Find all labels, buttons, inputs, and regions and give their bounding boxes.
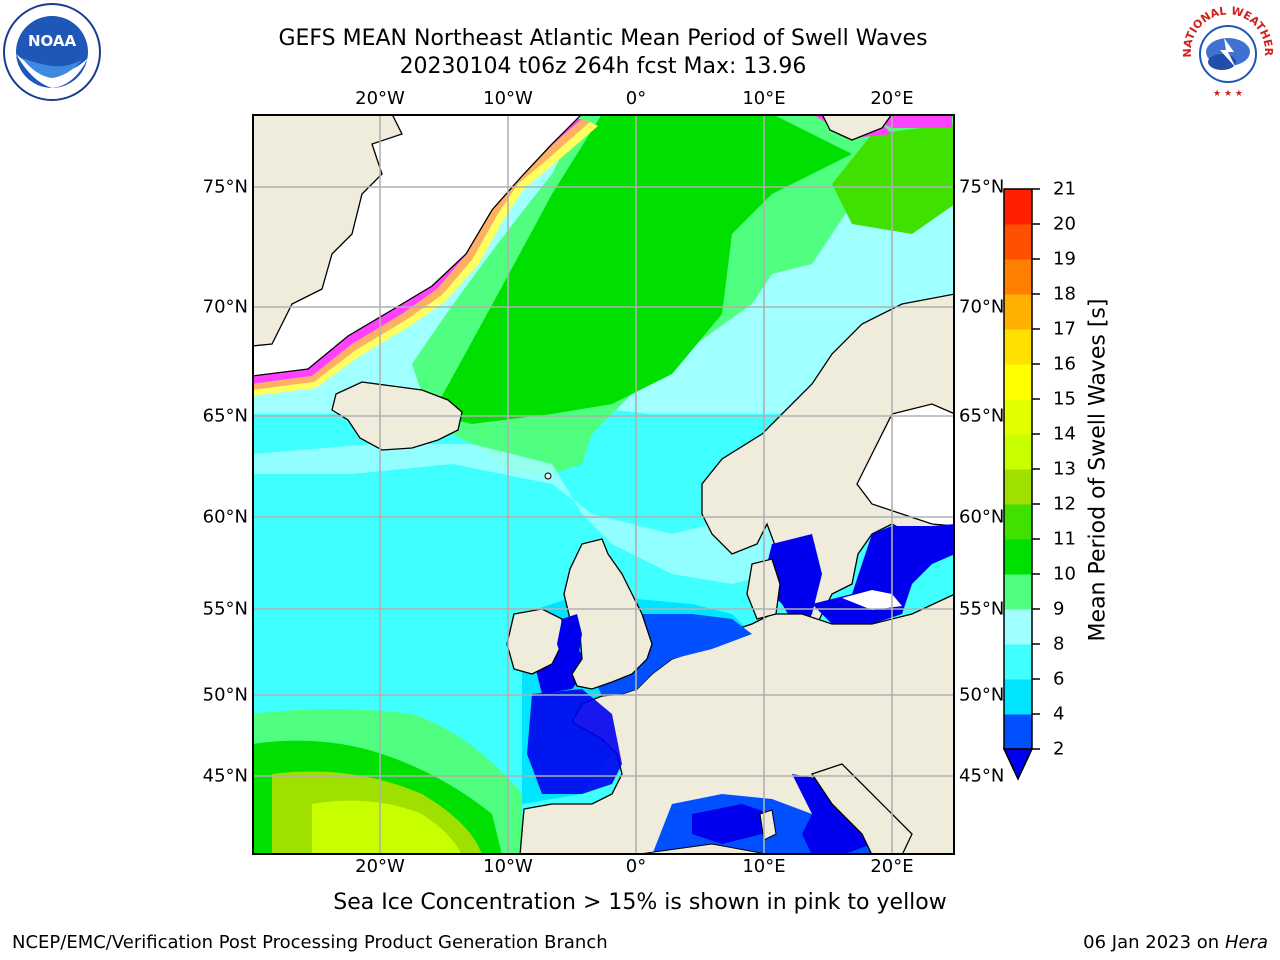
lat-label-right-55n: 55°N bbox=[959, 598, 1005, 620]
colorbar-tick-label: 11 bbox=[1053, 528, 1076, 550]
svg-text:NOAA: NOAA bbox=[28, 32, 77, 50]
ireland bbox=[506, 608, 563, 675]
lat-label-left-75n: 75°N bbox=[202, 176, 248, 198]
footer-date-text: 06 Jan 2023 on bbox=[1083, 932, 1225, 953]
irish-sea bbox=[557, 614, 582, 666]
gulf-of-bothnia bbox=[856, 403, 955, 527]
map-panel bbox=[252, 114, 955, 855]
footer-date: 06 Jan 2023 on Hera bbox=[1083, 932, 1268, 953]
map-frame bbox=[252, 114, 955, 855]
nws-logo: NATIONAL WEATHER SERVICE ★ ★ ★ bbox=[1176, 2, 1275, 99]
colorbar-tick-label: 2 bbox=[1053, 738, 1065, 760]
lat-label-left-60n: 60°N bbox=[202, 506, 248, 528]
sea-ice-note: Sea Ice Concentration > 15% is shown in … bbox=[333, 890, 947, 915]
colorbar-segment bbox=[1004, 469, 1032, 505]
lat-label-right-50n: 50°N bbox=[959, 684, 1005, 706]
colorbar-segment bbox=[1004, 609, 1032, 645]
colorbar-tick-label: 10 bbox=[1053, 563, 1076, 585]
faroe-islands bbox=[544, 472, 552, 480]
lat-label-left-70n: 70°N bbox=[202, 296, 248, 318]
footer-credit: NCEP/EMC/Verification Post Processing Pr… bbox=[12, 932, 608, 953]
footer-host: Hera bbox=[1224, 932, 1268, 953]
colorbar-tick-label: 18 bbox=[1053, 283, 1076, 305]
colorbar-tick-label: 9 bbox=[1053, 598, 1065, 620]
colorbar-tick-label: 14 bbox=[1053, 423, 1076, 445]
bay-of-biscay bbox=[527, 689, 622, 794]
baltic-ice bbox=[842, 590, 902, 610]
colorbar-segment bbox=[1004, 224, 1032, 260]
colorbar-tick-label: 6 bbox=[1053, 668, 1065, 690]
lon-label-bottom-20e: 20°E bbox=[870, 856, 914, 877]
lat-label-left-65n: 65°N bbox=[202, 405, 248, 427]
colorbar-extend-arrow bbox=[1002, 748, 1034, 781]
colorbar-segment bbox=[1004, 329, 1032, 365]
colorbar-label: Mean Period of Swell Waves [s] bbox=[1085, 298, 1111, 642]
lon-label-top-0: 0° bbox=[625, 88, 647, 109]
greenland-coast bbox=[252, 114, 403, 347]
colorbar-segment bbox=[1004, 539, 1032, 575]
colorbar-segment bbox=[1004, 259, 1032, 295]
colorbar-segment bbox=[1004, 574, 1032, 610]
lon-label-bottom-20w: 20°W bbox=[355, 856, 405, 877]
lat-label-right-65n: 65°N bbox=[959, 405, 1005, 427]
colorbar-tick-label: 17 bbox=[1053, 318, 1076, 340]
colorbar-tick-label: 21 bbox=[1053, 178, 1076, 200]
map-subtitle: 20230104 t06z 264h fcst Max: 13.96 bbox=[399, 54, 807, 79]
colorbar-tick-label: 8 bbox=[1053, 633, 1065, 655]
colorbar bbox=[1002, 188, 1040, 781]
lat-label-right-75n: 75°N bbox=[959, 176, 1005, 198]
lat-label-right-60n: 60°N bbox=[959, 506, 1005, 528]
lon-label-top-10e: 10°E bbox=[742, 88, 786, 109]
svg-text:★ ★ ★: ★ ★ ★ bbox=[1213, 89, 1243, 99]
italy bbox=[810, 763, 913, 855]
lat-label-right-45n: 45°N bbox=[959, 765, 1005, 787]
svalbard bbox=[821, 114, 893, 141]
lat-label-left-55n: 55°N bbox=[202, 598, 248, 620]
lat-label-left-45n: 45°N bbox=[202, 765, 248, 787]
colorbar-tick-label: 15 bbox=[1053, 388, 1076, 410]
colorbar-tick-label: 20 bbox=[1053, 213, 1076, 235]
lon-label-top-20w: 20°W bbox=[355, 88, 405, 109]
colorbar-segment bbox=[1004, 294, 1032, 330]
colorbar-tick-label: 16 bbox=[1053, 353, 1076, 375]
graticule bbox=[252, 114, 955, 855]
north-africa bbox=[631, 843, 773, 855]
colorbar-segment bbox=[1004, 679, 1032, 715]
colorbar-tick-label: 19 bbox=[1053, 248, 1076, 270]
lat-label-left-50n: 50°N bbox=[202, 684, 248, 706]
lon-label-bottom-0: 0° bbox=[625, 856, 647, 877]
colorbar-segment bbox=[1004, 364, 1032, 400]
balearic-sea bbox=[692, 804, 772, 844]
noaa-logo: NOAA bbox=[3, 3, 101, 101]
colorbar-segment bbox=[1004, 504, 1032, 540]
lon-label-top-10w: 10°W bbox=[483, 88, 533, 109]
colorbar-tick-label: 13 bbox=[1053, 458, 1076, 480]
colorbar-segment bbox=[1004, 644, 1032, 680]
lon-label-bottom-10e: 10°E bbox=[742, 856, 786, 877]
colorbar-segment bbox=[1004, 189, 1032, 225]
colorbar-segment bbox=[1004, 714, 1032, 750]
colorbar-tick-label: 4 bbox=[1053, 703, 1065, 725]
colorbar-segment bbox=[1004, 399, 1032, 435]
map-title: GEFS MEAN Northeast Atlantic Mean Period… bbox=[278, 26, 928, 51]
lon-label-top-20e: 20°E bbox=[870, 88, 914, 109]
colorbar-segment bbox=[1004, 434, 1032, 470]
colorbar-tick-label: 12 bbox=[1053, 493, 1076, 515]
lon-label-bottom-10w: 10°W bbox=[483, 856, 533, 877]
lat-label-right-70n: 70°N bbox=[959, 296, 1005, 318]
